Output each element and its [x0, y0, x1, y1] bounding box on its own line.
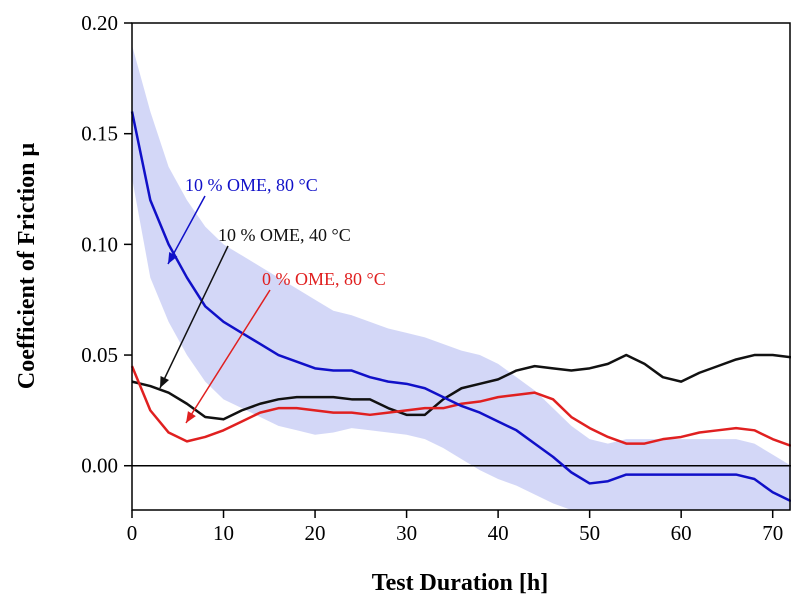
arrow-head: [168, 252, 178, 264]
y-tick-label: 0.20: [81, 11, 118, 35]
x-tick-label: 40: [488, 521, 509, 545]
annotation-arrow: [159, 245, 229, 389]
x-tick-label: 10: [213, 521, 234, 545]
arrow-head: [160, 376, 169, 388]
x-tick-label: 70: [762, 521, 783, 545]
series-line: [130, 365, 791, 447]
x-tick-label: 50: [579, 521, 600, 545]
annotation: 10 % OME, 80 °C: [185, 175, 318, 195]
annotation: 10 % OME, 40 °C: [218, 225, 351, 245]
x-axis-label: Test Duration [h]: [372, 570, 548, 596]
y-axis-label: Coefficient of Friction μ: [14, 143, 40, 390]
error-band: [132, 45, 791, 511]
y-tick-label: 0.05: [81, 343, 118, 367]
series-line: [131, 353, 791, 421]
y-tick-label: 0.10: [81, 232, 118, 256]
annotation-arrow: [167, 195, 206, 265]
x-tick-label: 30: [396, 521, 417, 545]
annotation: 0 % OME, 80 °C: [262, 269, 386, 289]
x-tick-label: 20: [305, 521, 326, 545]
x-tick-label: 60: [671, 521, 692, 545]
x-tick-label: 0: [127, 521, 138, 545]
annotation-arrow: [185, 289, 271, 424]
y-tick-label: 0.15: [81, 122, 118, 146]
series-line: [130, 111, 791, 503]
plot-frame: [131, 22, 791, 511]
y-tick-label: 0.00: [81, 454, 118, 478]
arrow-head: [186, 411, 196, 423]
